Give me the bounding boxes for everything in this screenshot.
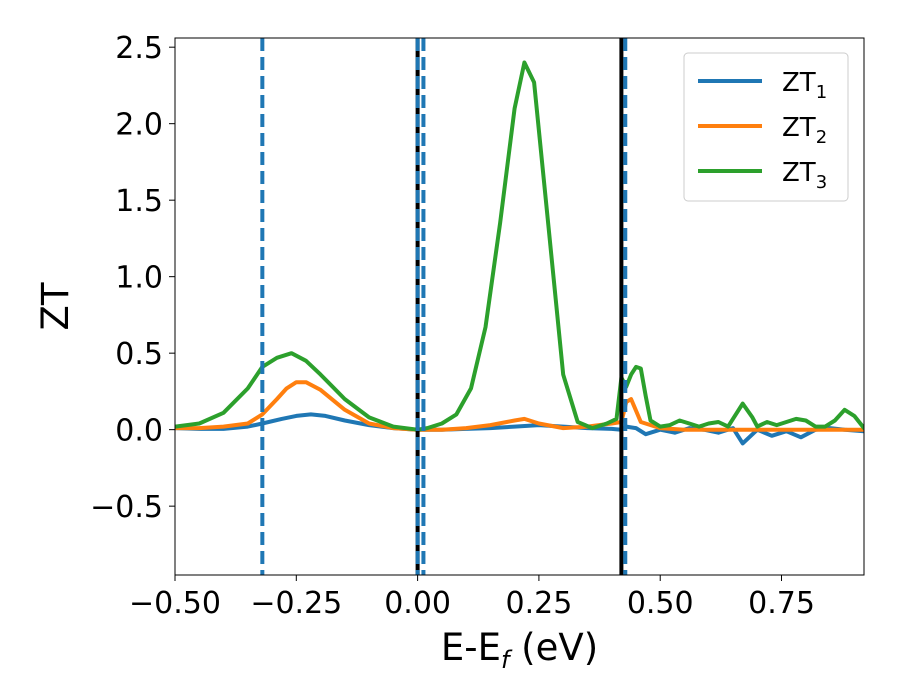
x-axis-title-suffix: (eV): [509, 626, 598, 669]
legend: ZT1 ZT2 ZT3: [683, 52, 849, 202]
y-tick-label: 0.5: [115, 337, 163, 372]
legend-label-zt1: ZT1: [782, 68, 827, 103]
legend-label-zt3: ZT3: [782, 158, 827, 193]
x-axis-title-main: E-E: [441, 626, 501, 669]
legend-box: [683, 52, 849, 202]
y-tick-label: 2.5: [115, 31, 163, 66]
x-tick-label: 0.75: [748, 586, 815, 621]
x-tick-label: −0.25: [250, 586, 342, 621]
y-tick-label: −0.5: [90, 490, 163, 525]
x-axis-title: E-Ef (eV): [441, 626, 598, 674]
legend-label-zt2: ZT2: [782, 113, 827, 148]
y-tick-label: 0.0: [115, 414, 163, 449]
reference-lines: [260, 38, 628, 575]
y-tick-label: 2.0: [115, 108, 163, 143]
plot-frame: [174, 37, 865, 576]
x-tick-label: 0.50: [627, 586, 694, 621]
x-tick-label: 0.00: [384, 586, 451, 621]
x-tick-label: 0.25: [506, 586, 573, 621]
y-tick-label: 1.0: [115, 261, 163, 296]
y-tick-label: 1.5: [115, 184, 163, 219]
y-axis-title: ZT: [34, 282, 77, 330]
x-tick-label: −0.50: [129, 586, 221, 621]
series-line-zt2: [175, 380, 864, 432]
series-line-zt1: [175, 412, 864, 446]
axis-ticks: −0.50 −0.25 0.00 0.25 0.50 0.75 −0.5 0.0 0.5 1.0 1…: [90, 31, 815, 621]
